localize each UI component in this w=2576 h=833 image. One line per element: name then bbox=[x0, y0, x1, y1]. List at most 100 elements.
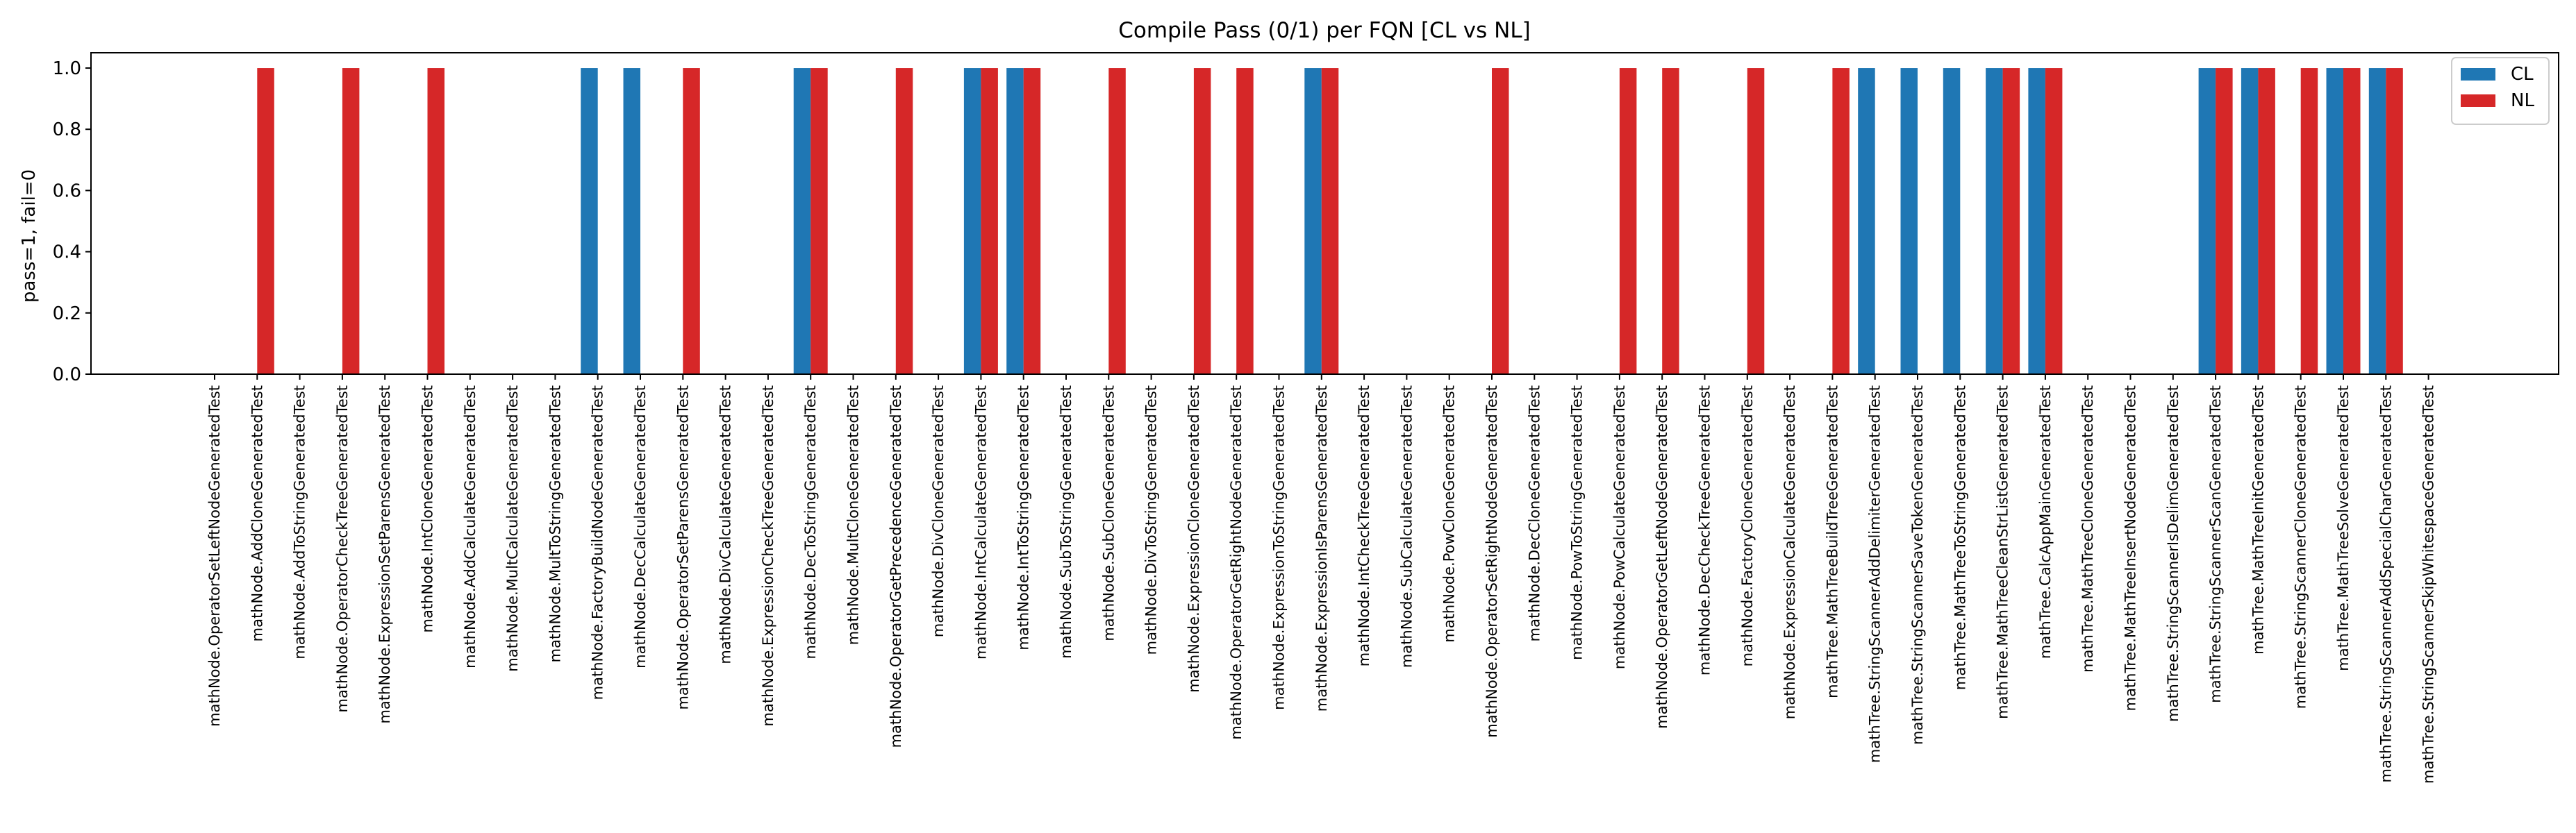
x-tick-label: mathNode.MultCalculateGeneratedTest bbox=[504, 385, 521, 672]
bar-nl-11 bbox=[683, 68, 700, 375]
x-tick-label: mathTree.MathTreeBuildTreeGeneratedTest bbox=[1824, 385, 1840, 698]
x-tick-label: mathTree.MathTreeInitGeneratedTest bbox=[2250, 385, 2266, 655]
x-tick-label: mathNode.OperatorSetParensGeneratedTest bbox=[674, 385, 691, 710]
bar-nl-14 bbox=[811, 68, 828, 375]
bar-nl-24 bbox=[1236, 68, 1254, 375]
x-tick-label: mathTree.MathTreeInsertNodeGeneratedTest bbox=[2122, 385, 2139, 711]
x-tick-label: mathNode.AddCloneGeneratedTest bbox=[249, 385, 265, 641]
legend-swatch-nl bbox=[2461, 94, 2495, 107]
x-tick-label: mathTree.StringScannerSaveTokenGenerated… bbox=[1909, 385, 1926, 745]
x-tick-label: mathTree.CalcAppMainGeneratedTest bbox=[2037, 385, 2054, 659]
x-tick-label: mathNode.ExpressionCalculateGeneratedTes… bbox=[1781, 385, 1798, 719]
y-tick-label: 0.0 bbox=[53, 364, 81, 385]
bar-cl-42 bbox=[1986, 68, 2003, 375]
x-tick-label: mathNode.IntCloneGeneratedTest bbox=[419, 385, 436, 632]
bar-cl-43 bbox=[2028, 68, 2045, 375]
x-tick-label: mathNode.IntToStringGeneratedTest bbox=[1015, 385, 1032, 650]
bar-nl-21 bbox=[1108, 68, 1126, 375]
bar-nl-23 bbox=[1193, 68, 1211, 375]
bar-cl-10 bbox=[623, 68, 640, 375]
x-tick-label: mathNode.DecCheckTreeGeneratedTest bbox=[1697, 385, 1713, 675]
x-tick-label: mathNode.SubCalculateGeneratedTest bbox=[1398, 385, 1415, 668]
x-tick-label: mathNode.IntCheckTreeGeneratedTest bbox=[1356, 385, 1372, 666]
bar-cl-50 bbox=[2326, 68, 2343, 375]
x-tick-label: mathTree.StringScannerAddDelimiterGenera… bbox=[1867, 385, 1884, 763]
bar-cl-40 bbox=[1900, 68, 1918, 375]
x-tick-label: mathTree.StringScannerAddSpecialCharGene… bbox=[2377, 385, 2394, 782]
bar-cl-14 bbox=[793, 68, 811, 375]
x-tick-label: mathNode.FactoryCloneGeneratedTest bbox=[1739, 385, 1756, 666]
x-tick-label: mathNode.PowCloneGeneratedTest bbox=[1441, 385, 1458, 643]
x-tick-label: mathNode.DecToStringGeneratedTest bbox=[802, 385, 819, 659]
x-tick-label: mathTree.MathTreeSolveGeneratedTest bbox=[2335, 385, 2352, 671]
x-tick-label: mathTree.StringScannerScanGeneratedTest bbox=[2207, 385, 2224, 703]
x-tick-label: mathNode.MultCloneGeneratedTest bbox=[845, 385, 862, 645]
bar-cl-51 bbox=[2368, 68, 2386, 375]
bar-cl-47 bbox=[2198, 68, 2216, 375]
bar-nl-47 bbox=[2216, 68, 2233, 375]
bar-cl-26 bbox=[1304, 68, 1322, 375]
bar-nl-48 bbox=[2258, 68, 2275, 375]
bar-nl-42 bbox=[2002, 68, 2020, 375]
y-tick-label: 0.6 bbox=[53, 180, 81, 201]
bar-nl-38 bbox=[1832, 68, 1850, 375]
x-tick-label: mathNode.OperatorSetRightNodeGeneratedTe… bbox=[1484, 385, 1500, 738]
chart-title: Compile Pass (0/1) per FQN [CL vs NL] bbox=[1118, 18, 1530, 43]
bar-cl-18 bbox=[963, 68, 981, 375]
bar-nl-19 bbox=[1023, 68, 1041, 375]
bar-nl-30 bbox=[1492, 68, 1509, 375]
bar-cl-39 bbox=[1858, 68, 1875, 375]
legend-label-nl: NL bbox=[2511, 90, 2534, 111]
bar-nl-34 bbox=[1662, 68, 1679, 375]
x-tick-label: mathNode.MultToStringGeneratedTest bbox=[547, 385, 563, 662]
bar-nl-36 bbox=[1747, 68, 1765, 375]
bar-nl-49 bbox=[2300, 68, 2318, 375]
bar-nl-51 bbox=[2386, 68, 2403, 375]
bar-nl-33 bbox=[1619, 68, 1637, 375]
bar-cl-9 bbox=[581, 68, 598, 375]
x-tick-label: mathNode.AddToStringGeneratedTest bbox=[292, 385, 308, 659]
x-tick-label: mathNode.OperatorGetPrecedenceGeneratedT… bbox=[888, 385, 904, 748]
x-tick-label: mathTree.StringScannerCloneGeneratedTest bbox=[2293, 385, 2309, 709]
x-tick-label: mathNode.DecCalculateGeneratedTest bbox=[632, 385, 649, 668]
x-tick-label: mathNode.ExpressionIsParensGeneratedTest bbox=[1313, 385, 1330, 712]
legend-label-cl: CL bbox=[2511, 64, 2534, 85]
x-tick-label: mathNode.PowCalculateGeneratedTest bbox=[1611, 385, 1628, 669]
bar-cl-41 bbox=[1943, 68, 1961, 375]
x-tick-label: mathNode.PowToStringGeneratedTest bbox=[1569, 385, 1586, 660]
bar-nl-3 bbox=[342, 68, 360, 375]
legend-swatch-cl bbox=[2461, 68, 2495, 81]
x-tick-label: mathNode.OperatorGetLeftNodeGeneratedTes… bbox=[1654, 385, 1670, 729]
x-tick-label: mathNode.DivCloneGeneratedTest bbox=[930, 385, 947, 637]
y-axis-label: pass=1, fail=0 bbox=[19, 169, 40, 303]
x-tick-label: mathTree.MathTreeToStringGeneratedTest bbox=[1952, 385, 1968, 690]
bars-layer bbox=[257, 68, 2403, 375]
x-tick-label: mathNode.OperatorSetLeftNodeGeneratedTes… bbox=[206, 385, 223, 727]
bar-cl-19 bbox=[1006, 68, 1024, 375]
x-axis: mathNode.OperatorSetLeftNodeGeneratedTes… bbox=[206, 374, 2437, 784]
x-tick-label: mathNode.DivToStringGeneratedTest bbox=[1143, 385, 1160, 655]
x-tick-label: mathNode.DecCloneGeneratedTest bbox=[1526, 385, 1543, 641]
y-tick-label: 0.8 bbox=[53, 119, 81, 140]
legend-frame bbox=[2451, 57, 2550, 125]
plot-frame bbox=[90, 52, 2559, 375]
x-tick-label: mathTree.StringScannerSkipWhitespaceGene… bbox=[2420, 385, 2437, 784]
x-tick-label: mathNode.ExpressionSetParensGeneratedTes… bbox=[376, 385, 393, 724]
bar-nl-5 bbox=[427, 68, 444, 375]
x-tick-label: mathNode.ExpressionCloneGeneratedTest bbox=[1186, 385, 1202, 693]
y-tick-label: 0.4 bbox=[53, 242, 81, 263]
y-tick-label: 0.2 bbox=[53, 303, 81, 324]
x-tick-label: mathNode.SubToStringGeneratedTest bbox=[1058, 385, 1074, 659]
legend: CL NL bbox=[2451, 57, 2550, 125]
bar-cl-48 bbox=[2241, 68, 2259, 375]
x-tick-label: mathNode.ExpressionCheckTreeGeneratedTes… bbox=[760, 385, 776, 726]
bar-nl-26 bbox=[1321, 68, 1339, 375]
x-tick-label: mathNode.FactoryBuildNodeGeneratedTest bbox=[590, 385, 606, 700]
y-tick-label: 1.0 bbox=[53, 58, 81, 79]
x-tick-label: mathNode.DivCalculateGeneratedTest bbox=[717, 385, 734, 664]
x-tick-label: mathNode.OperatorGetRightNodeGeneratedTe… bbox=[1228, 385, 1245, 740]
x-tick-label: mathNode.ExpressionToStringGeneratedTest bbox=[1271, 385, 1288, 710]
bar-nl-16 bbox=[895, 68, 913, 375]
x-tick-label: mathNode.OperatorCheckTreeGeneratedTest bbox=[334, 385, 351, 712]
